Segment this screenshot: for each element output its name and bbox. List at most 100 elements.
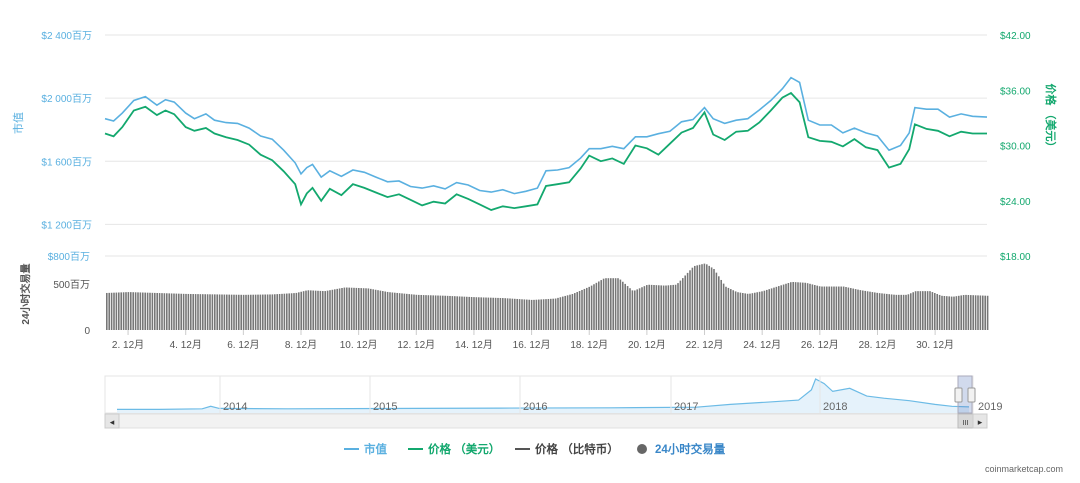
volume-bar [115,292,118,330]
volume-bar [343,287,346,330]
volume-bar [478,297,480,330]
volume-bar [746,293,749,330]
x-tick-label: 30. 12月 [916,339,954,351]
volume-bar [302,291,305,330]
volume-bar [259,294,262,330]
volume-bar [382,291,384,330]
navigator-year-label: 2015 [373,401,397,413]
volume-bar [638,288,641,330]
volume-bar [348,287,350,330]
volume-bar [720,279,722,330]
volume-bar [636,289,638,330]
volume-bar [742,293,744,330]
volume-bar [317,290,319,330]
volume-bar [403,293,406,330]
volume-bar [602,278,605,330]
legend-label: 价格 （比特币） [535,442,619,456]
volume-bar [122,292,125,330]
volume-bar [929,291,931,330]
volume-bar [758,291,761,330]
volume-bar [545,299,547,330]
volume-bar [125,292,127,330]
volume-bar [180,293,182,330]
volume-bar [168,293,170,330]
volume-bar [170,293,173,330]
volume-bar [194,294,197,330]
volume-bar [487,297,490,330]
volume-bar [761,291,763,330]
volume-bar [646,285,648,330]
volume-bar [247,294,250,330]
volume-bar [322,291,324,330]
volume-bar [139,292,142,330]
legend-item[interactable]: 价格 （比特币） [515,442,619,456]
volume-bar [655,285,658,330]
volume-bar [468,296,470,330]
volume-bar [605,278,607,330]
volume-bar [144,292,146,330]
volume-bar [828,286,830,330]
volume-bar [127,292,130,330]
x-tick-label: 6. 12月 [227,339,259,351]
right-tick-label: $36.00 [1000,86,1031,97]
series-line-market-cap[interactable] [104,76,988,195]
volume-bar [245,294,247,330]
volume-bar [283,293,286,330]
series-line-price-usd[interactable] [104,91,987,211]
volume-bar [818,286,821,330]
volume-bar [269,294,271,330]
volume-bar [588,286,590,330]
legend-item[interactable]: 市值 [344,442,387,456]
volume-bar [562,296,564,330]
volume-bar [708,265,710,330]
volume-bar [530,299,533,330]
volume-bar [934,293,936,330]
volume-bar [454,296,456,330]
volume-tick-label: 500百万 [53,279,90,291]
volume-bar [312,290,314,330]
volume-bar [422,295,425,330]
volume-bar [574,293,576,330]
volume-bar [430,295,432,330]
volume-bar [977,295,979,330]
scroll-right-button[interactable] [972,413,988,429]
volume-bar [257,294,259,330]
legend-item[interactable]: 价格 （美元） [408,442,500,456]
volume-tick-label: $800百万 [48,251,90,263]
volume-bar [134,292,137,330]
volume-bar [108,292,110,330]
volume-bar [398,293,401,330]
volume-bar [660,285,662,330]
volume-bar [950,296,953,330]
x-tick-label: 10. 12月 [340,339,378,351]
volume-bar [319,290,322,330]
volume-bar [502,298,504,330]
volume-bar [408,294,410,330]
volume-bar [410,294,413,330]
volume-bar [566,295,569,330]
volume-bar [607,278,610,330]
scroll-left-button[interactable] [104,413,120,429]
volume-bar [240,294,242,330]
navigator-handle-left[interactable] [954,387,963,403]
volume-bar [420,294,422,330]
legend-item[interactable]: 24小时交易量 [637,442,726,456]
volume-bar [533,299,535,330]
volume-bar [982,295,984,330]
volume-bar [331,289,334,330]
volume-bar [142,292,144,330]
volume-bar [972,295,974,330]
volume-bar [242,294,245,330]
volume-bar [178,293,180,330]
volume-bar [394,292,396,330]
volume-bar [821,286,823,330]
navigator-handle-right[interactable] [967,387,976,403]
navigator[interactable]: 2014 2015 2016 2017 2018 2019 ◂ III ▸ [104,375,1002,429]
volume-bar [571,294,574,330]
volume-bar [480,297,482,330]
volume-bar [458,296,461,330]
volume-bar [442,295,444,330]
volume-bar [962,295,965,330]
volume-bar [295,292,298,330]
x-axis-ticks: 2. 12月 4. 12月 6. 12月 8. 12月 10. 12月 12. 12月 14… [112,330,954,351]
